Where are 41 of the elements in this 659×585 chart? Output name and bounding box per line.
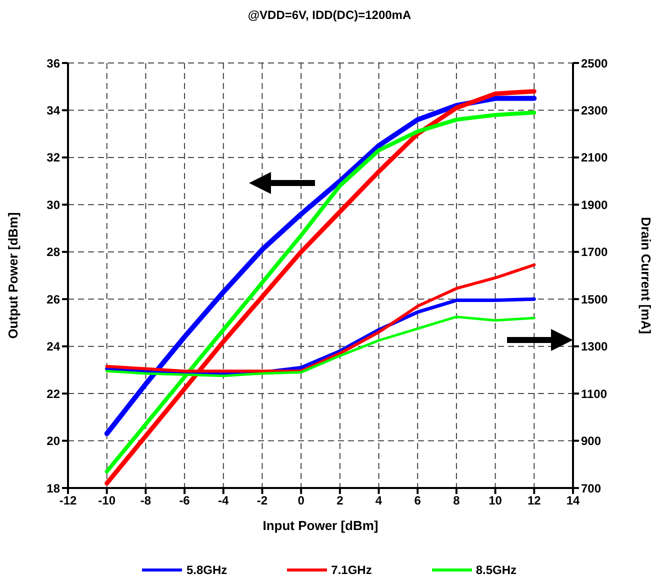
y2-tick-label: 2500 <box>581 56 608 70</box>
x-tick-label: 8 <box>453 494 460 508</box>
chart-title: @VDD=6V, IDD(DC)=1200mA <box>246 8 412 22</box>
x-tick-label: 0 <box>298 494 305 508</box>
legend-label: 5.8GHz <box>186 563 228 577</box>
y-tick-label: 20 <box>46 434 60 448</box>
y-tick-label: 26 <box>46 292 60 306</box>
y-tick-label: 36 <box>46 56 60 70</box>
x-tick-label: 2 <box>336 494 344 508</box>
x-tick-label: -2 <box>256 494 268 508</box>
x-tick-label: -8 <box>140 494 152 508</box>
legend-label: 7.1GHz <box>331 563 372 577</box>
x-tick-label: 10 <box>488 494 502 508</box>
y-tick-label: 30 <box>46 198 60 212</box>
y-tick-label: 22 <box>46 386 60 401</box>
y2-axis-title: Drain Current [mA] <box>638 216 654 334</box>
y2-tick-label: 1900 <box>581 198 608 212</box>
x-tick-label: 4 <box>375 494 382 508</box>
x-tick-label: 6 <box>414 494 422 508</box>
x-tick-label: -10 <box>98 494 116 508</box>
y-tick-label: 24 <box>46 340 60 354</box>
x-tick-label: -6 <box>179 494 190 508</box>
y2-tick-label: 700 <box>581 481 602 496</box>
y2-tick-label: 1100 <box>581 386 608 401</box>
y-tick-label: 34 <box>46 103 60 118</box>
x-tick-label: 12 <box>527 494 542 508</box>
x-axis-title: Input Power [dBm] <box>262 518 378 533</box>
y-tick-label: 18 <box>46 481 60 496</box>
y-tick-label: 28 <box>46 245 60 260</box>
y2-tick-label: 900 <box>581 434 602 448</box>
x-tick-label: -4 <box>218 494 230 508</box>
y2-tick-label: 2100 <box>581 150 608 165</box>
x-tick-label: 14 <box>566 494 580 508</box>
legend-label: 8.5GHz <box>476 563 517 577</box>
y-tick-label: 32 <box>46 150 60 165</box>
x-tick-label: -12 <box>59 494 77 508</box>
y2-tick-label: 2300 <box>581 103 608 118</box>
y2-tick-label: 1300 <box>581 340 608 354</box>
y2-tick-label: 1500 <box>581 292 608 306</box>
y-axis-title: Output Power [dBm] <box>6 212 21 339</box>
y2-tick-label: 1700 <box>581 245 608 260</box>
